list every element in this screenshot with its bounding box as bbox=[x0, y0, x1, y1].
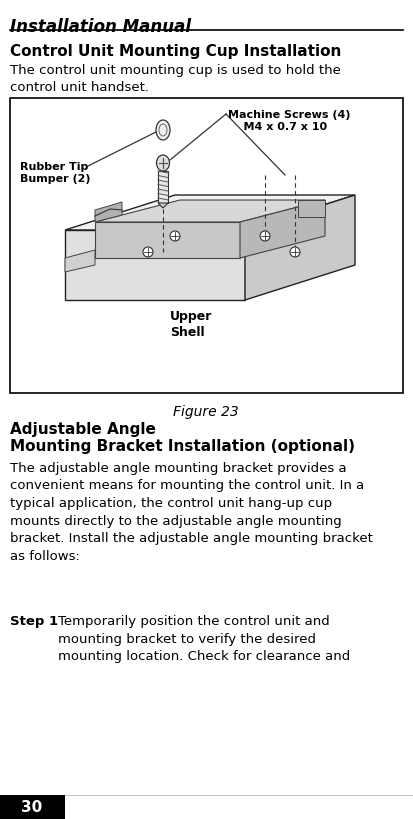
Circle shape bbox=[260, 231, 270, 241]
Polygon shape bbox=[65, 195, 355, 230]
Text: Figure 23: Figure 23 bbox=[173, 405, 239, 419]
Text: Adjustable Angle: Adjustable Angle bbox=[10, 422, 156, 437]
Text: The adjustable angle mounting bracket provides a
convenient means for mounting t: The adjustable angle mounting bracket pr… bbox=[10, 462, 373, 563]
Polygon shape bbox=[158, 203, 168, 208]
Polygon shape bbox=[240, 200, 325, 258]
Polygon shape bbox=[65, 230, 245, 300]
Polygon shape bbox=[245, 195, 355, 300]
Polygon shape bbox=[95, 222, 240, 258]
Text: Upper
Shell: Upper Shell bbox=[170, 310, 212, 339]
Text: Step 1: Step 1 bbox=[10, 615, 58, 628]
Ellipse shape bbox=[157, 155, 169, 171]
Bar bbox=[0, 795, 65, 819]
Text: 30: 30 bbox=[21, 799, 43, 815]
Polygon shape bbox=[95, 202, 122, 222]
Bar bbox=[158, 171, 168, 203]
Circle shape bbox=[170, 231, 180, 241]
Text: Temporarily position the control unit and
mounting bracket to verify the desired: Temporarily position the control unit an… bbox=[58, 615, 350, 663]
Polygon shape bbox=[65, 250, 95, 272]
Circle shape bbox=[290, 247, 300, 257]
Circle shape bbox=[143, 247, 153, 257]
Text: Rubber Tip
Bumper (2): Rubber Tip Bumper (2) bbox=[20, 162, 90, 184]
Ellipse shape bbox=[156, 120, 170, 140]
Text: Mounting Bracket Installation (optional): Mounting Bracket Installation (optional) bbox=[10, 439, 355, 454]
Polygon shape bbox=[298, 200, 325, 217]
Text: Installation Manual: Installation Manual bbox=[10, 18, 191, 36]
Bar bbox=[10, 98, 403, 393]
Text: Control Unit Mounting Cup Installation: Control Unit Mounting Cup Installation bbox=[10, 44, 342, 59]
Text: Machine Screws (4)
    M4 x 0.7 x 10: Machine Screws (4) M4 x 0.7 x 10 bbox=[228, 110, 351, 133]
Polygon shape bbox=[95, 200, 325, 222]
Text: The control unit mounting cup is used to hold the
control unit handset.: The control unit mounting cup is used to… bbox=[10, 64, 341, 94]
